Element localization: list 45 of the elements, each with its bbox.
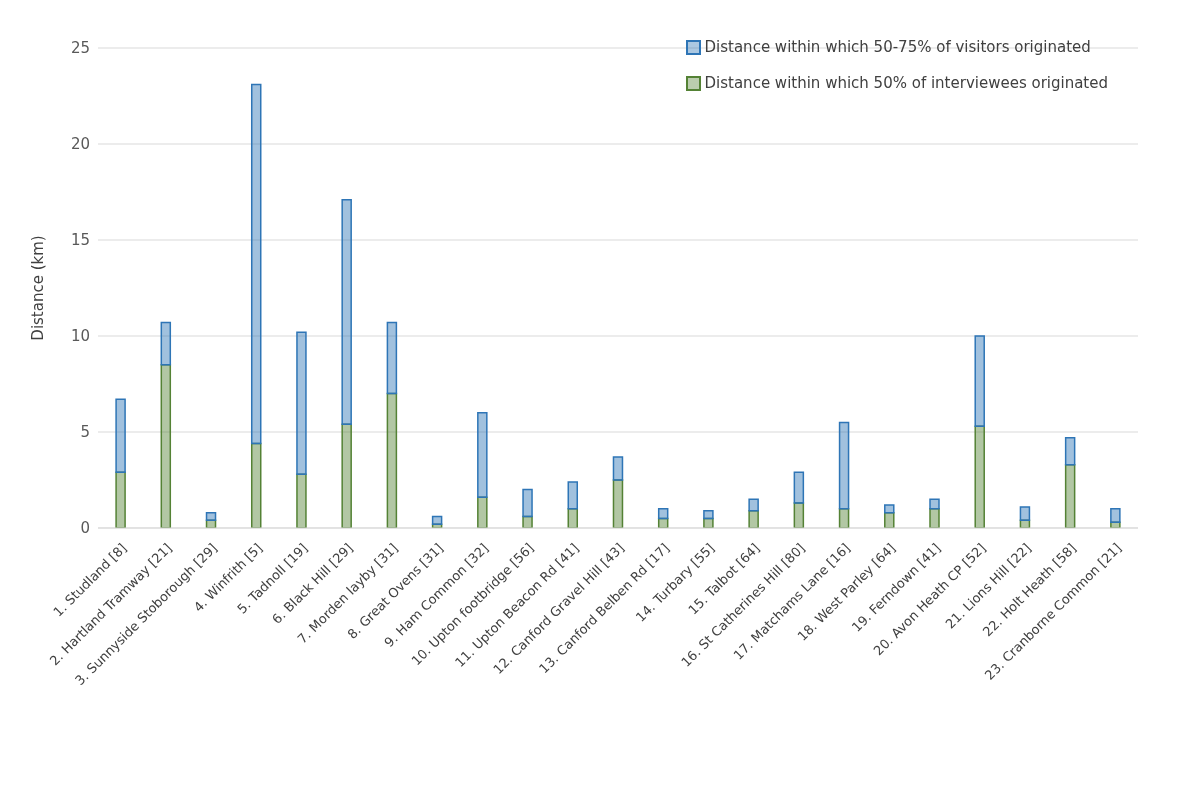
bar [884, 511, 895, 528]
y-tick-label: 10 [70, 327, 90, 346]
bar [386, 321, 398, 395]
bar [1019, 506, 1031, 522]
y-tick-label: 20 [70, 135, 90, 154]
bar [567, 481, 579, 510]
bar [250, 442, 262, 528]
bar [160, 321, 172, 366]
bar [612, 456, 624, 481]
bar [250, 83, 262, 445]
bar [296, 473, 307, 528]
bar [296, 331, 307, 475]
bar [1064, 437, 1076, 466]
bar [793, 471, 805, 504]
bar [341, 423, 352, 528]
bar [160, 364, 172, 528]
y-tick-label: 5 [80, 423, 90, 442]
y-tick-label: 15 [70, 231, 90, 250]
y-axis-title: Distance (km) [29, 235, 48, 341]
bar [205, 511, 217, 522]
bar [431, 515, 443, 525]
bar [477, 496, 488, 528]
bar [1110, 508, 1121, 523]
bar [838, 421, 850, 510]
legend-label: Distance within which 50% of interviewees originated [704, 74, 1108, 92]
bar [115, 471, 126, 528]
bar [612, 479, 624, 528]
bar [884, 504, 895, 514]
y-tick-label: 0 [80, 519, 90, 538]
bar [386, 392, 398, 528]
bar [1064, 463, 1076, 528]
bar [115, 398, 126, 474]
bar [657, 508, 669, 520]
y-tick-label: 25 [70, 39, 90, 58]
bar [974, 335, 985, 427]
bar [929, 508, 940, 528]
bar [748, 509, 759, 528]
bar [703, 509, 714, 520]
bar [522, 488, 533, 518]
bar [929, 498, 940, 510]
bar [477, 412, 488, 499]
legend-label: Distance within which 50-75% of visitors originated [704, 38, 1091, 56]
bar [974, 425, 985, 528]
bar [748, 498, 759, 512]
bar [341, 198, 352, 426]
